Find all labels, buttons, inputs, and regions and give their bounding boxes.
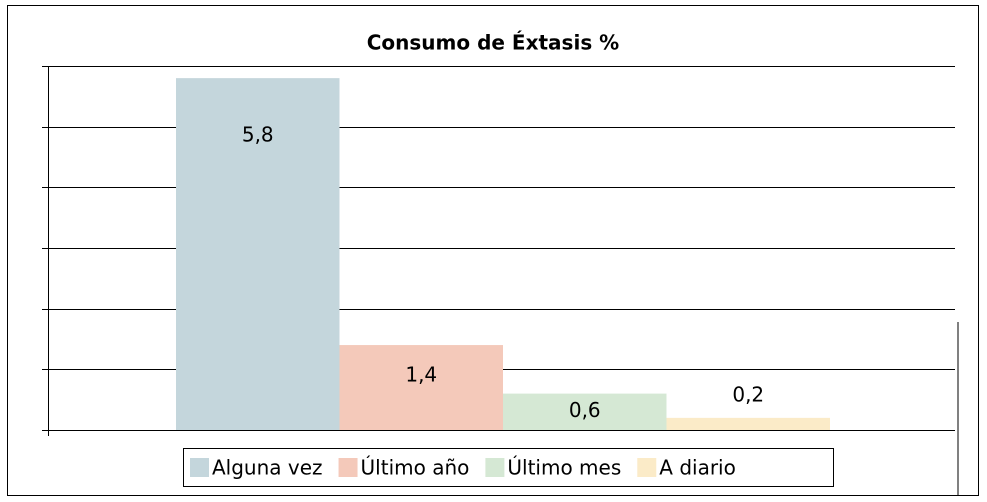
legend-label: A diario [659,456,736,480]
chart-title: Consumo de Éxtasis % [367,31,619,55]
bar [176,78,340,430]
bar [503,393,667,430]
bar [666,417,830,430]
legend-swatch [637,458,657,477]
bar [339,345,503,430]
legend-label: Último mes [507,456,621,480]
data-label: 5,8 [242,123,274,147]
data-label: 1,4 [405,362,437,386]
legend-label: Último año [361,456,470,480]
data-label: 0,2 [732,382,764,406]
legend-swatch [190,458,209,477]
legend-swatch [338,458,358,477]
legend-label: Alguna vez [212,456,323,480]
legend-swatch [485,458,505,477]
legend-box [183,448,834,487]
data-label: 0,6 [569,398,601,422]
